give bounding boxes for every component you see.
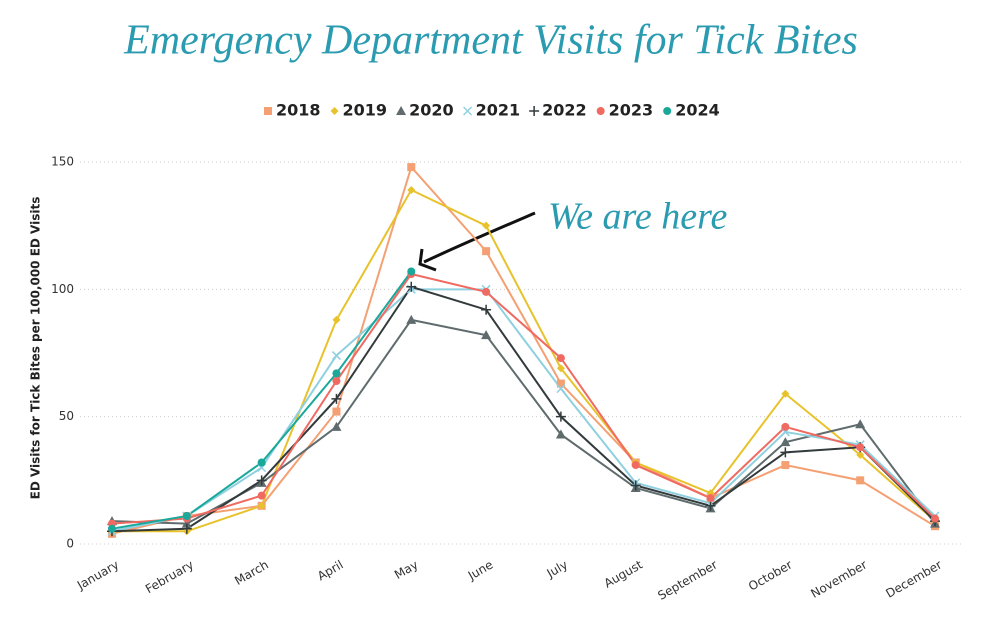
marker [332,377,341,386]
marker [663,107,672,115]
marker [856,443,865,452]
x-tick-label: November [808,557,869,600]
legend-label: 2018 [276,101,321,120]
x-tick-label: October [746,557,795,593]
x-tick-label: April [315,558,346,584]
x-tick-label: July [544,558,571,581]
marker [257,501,266,510]
marker [181,523,192,534]
marker [406,281,417,292]
marker [407,163,416,172]
y-tick-label: 100 [51,282,74,296]
marker [256,475,267,486]
marker [780,447,791,458]
marker [332,369,341,378]
marker [407,267,416,276]
marker [182,511,191,520]
x-tick-label: June [465,558,496,584]
annotation-arrowhead [418,248,437,272]
series-line [111,318,936,525]
series-line [111,288,936,533]
marker [257,491,266,500]
marker [332,407,341,416]
marker [780,437,791,447]
marker [463,106,473,116]
series-line [111,285,936,533]
marker [331,421,342,431]
marker [406,314,417,324]
marker [705,500,716,511]
series-line [111,165,936,535]
marker [482,247,491,256]
annotation: We are here [548,196,728,238]
marker [631,461,640,470]
y-tick-label: 150 [51,155,74,169]
marker [181,518,192,528]
marker [331,351,341,361]
marker [108,524,116,533]
series-line [111,272,936,525]
marker [706,494,715,503]
marker [856,476,865,485]
marker [529,106,540,116]
x-tick-label: August [602,557,646,590]
marker [856,450,865,459]
marker [407,186,416,195]
marker [630,480,641,491]
x-tick-label: May [392,558,420,583]
marker [556,379,565,388]
marker [331,393,342,404]
marker [264,107,272,115]
marker [556,354,565,363]
legend-label: 2023 [609,101,654,120]
y-tick-label: 0 [66,537,74,551]
marker [482,221,491,230]
marker [332,315,341,324]
marker [482,287,491,296]
marker [556,384,566,394]
marker [481,304,492,315]
x-tick-label: March [232,558,271,588]
marker [330,107,339,115]
y-tick-label: 50 [59,409,74,423]
series-line [111,270,413,530]
marker [257,458,266,467]
x-tick-label: January [74,558,121,593]
marker [555,429,566,439]
x-tick-label: February [143,558,196,597]
marker [555,411,566,422]
marker [596,107,605,115]
marker [931,514,939,523]
marker [781,461,790,470]
legend-label: 2021 [476,101,521,120]
marker [396,106,407,115]
legend-label: 2024 [675,101,720,120]
x-tick-label: September [655,557,719,602]
series-line [112,188,936,533]
legend-label: 2019 [343,101,388,120]
marker [556,364,565,373]
legend-label: 2020 [409,101,454,120]
x-tick-label: December [883,557,944,600]
marker [781,389,790,398]
marker [781,422,790,431]
annotation-arrow [423,211,536,264]
marker [481,330,492,340]
legend-label: 2022 [542,101,587,120]
y-axis-label: ED Visits for Tick Bites per 100,000 ED … [29,197,43,500]
marker [855,419,866,429]
chart-title: Emergency Department Visits for Tick Bit… [123,18,858,64]
